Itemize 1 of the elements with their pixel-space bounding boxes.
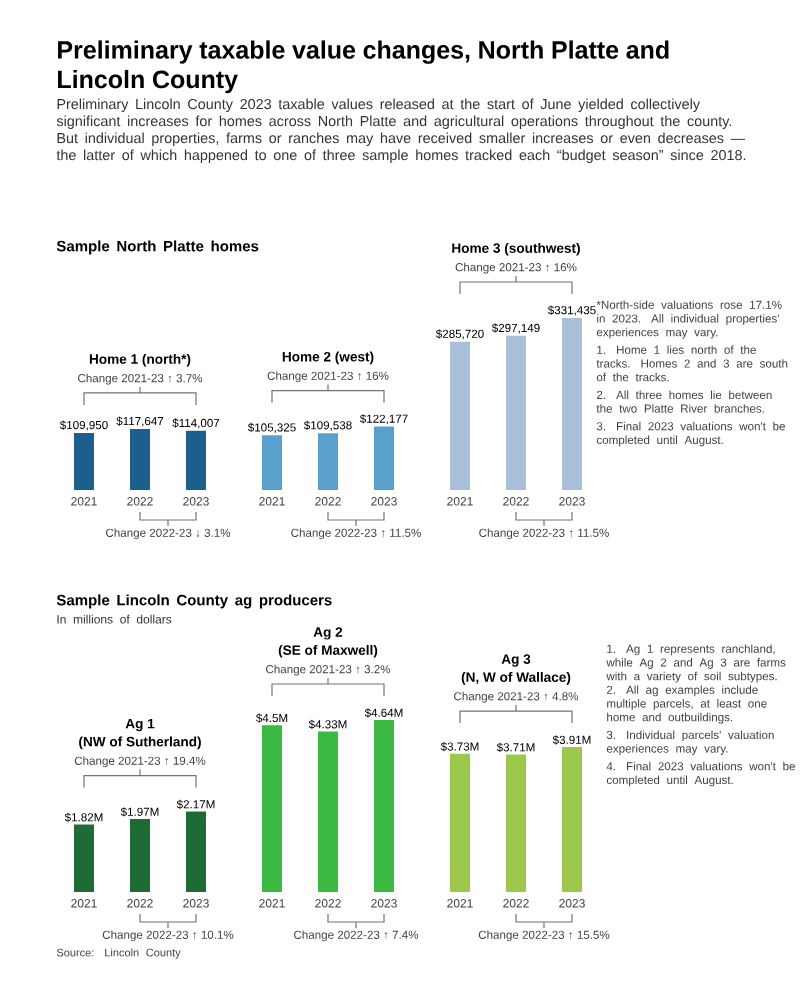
text: Preliminary taxable value changes, North Platte and Lincoln County: [58, 40, 669, 94]
